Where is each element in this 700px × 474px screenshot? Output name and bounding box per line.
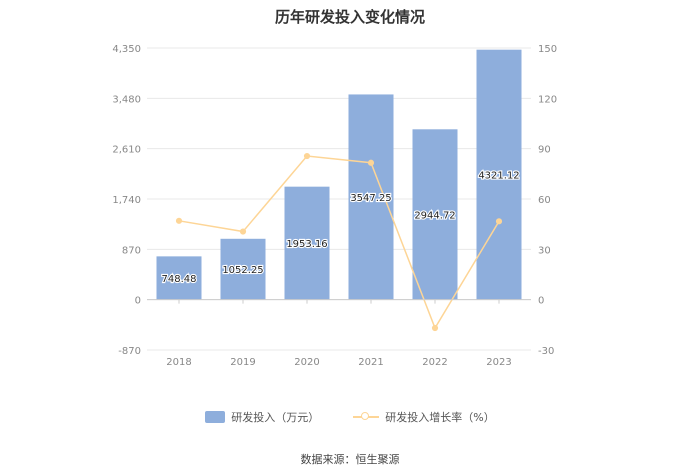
chart-title: 历年研发投入变化情况 [274,8,425,26]
growth-rate-point [495,218,503,225]
bar [156,256,202,300]
growth-rate-point [239,228,247,235]
grid-layer [147,47,531,351]
bar-value-label: 2944.72 [414,210,455,221]
y-left-tick-label: 3,480 [112,94,141,105]
legend-line-swatch [353,411,380,423]
legend-item-line[interactable]: 研发投入增长率（%） [353,409,495,425]
y-left-tick-label: -870 [118,346,141,357]
bar [476,49,522,300]
x-tick-label: 2023 [486,357,511,368]
y-left-tick-label: 0 [135,296,141,307]
y-right-tick-label: 120 [538,94,557,105]
growth-rate-point [303,152,311,160]
bar [412,129,458,300]
legend-item-bar[interactable]: 研发投入（万元） [205,409,319,425]
label-layer: 748.48 1052.25 1953.16 3547.25 2944.72 4321.1… [160,170,520,287]
x-tick-label: 2021 [358,357,383,368]
growth-rate-line [178,155,500,330]
legend-line-label: 研发投入增长率（%） [385,411,495,424]
bar-value-label: 748.48 [162,274,197,285]
growth-rate-point [175,217,183,224]
bar [284,186,330,300]
line-layer [175,152,503,332]
growth-rate-point [431,324,439,332]
legend-bar-swatch [205,411,226,423]
bar-value-label: 1052.25 [222,265,263,276]
bar [220,238,266,300]
y-left-tick-label: 870 [122,245,141,256]
bar-value-label: 4321.12 [478,171,519,182]
y-right-tick-label: 90 [538,145,551,156]
legend: 研发投入（万元） 研发投入增长率（%） [0,409,700,425]
y-left-tick-label: 2,610 [112,145,141,156]
y-left-tick-label: 4,350 [112,44,141,55]
growth-rate-point [367,159,375,166]
y-right-tick-label: -30 [538,346,554,357]
y-right-tick-label: 150 [538,44,557,55]
x-tick-label: 2018 [166,357,191,368]
legend-bar-label: 研发投入（万元） [231,411,320,424]
x-tick-label: 2020 [294,357,319,368]
bar-value-label: 3547.25 [350,193,391,204]
chart-svg: 748.48 1052.25 1953.16 3547.25 2944.72 4321.1… [112,44,557,368]
y-right-tick-label: 60 [538,195,551,206]
y-right-tick-label: 0 [538,296,544,307]
bar [348,94,394,300]
y-right-tick-label: 30 [538,245,551,256]
bar-value-label: 1953.16 [286,239,327,250]
data-source: 数据来源：恒生聚源 [300,453,400,466]
y-left-tick-label: 1,740 [112,195,141,206]
x-tick-label: 2019 [230,357,255,368]
bar-layer [156,49,522,300]
axis-layer: 4,350 150 3,480 120 2,610 90 1,740 60 870 30 0 0 -87… [112,44,557,368]
x-tick-label: 2022 [422,357,447,368]
